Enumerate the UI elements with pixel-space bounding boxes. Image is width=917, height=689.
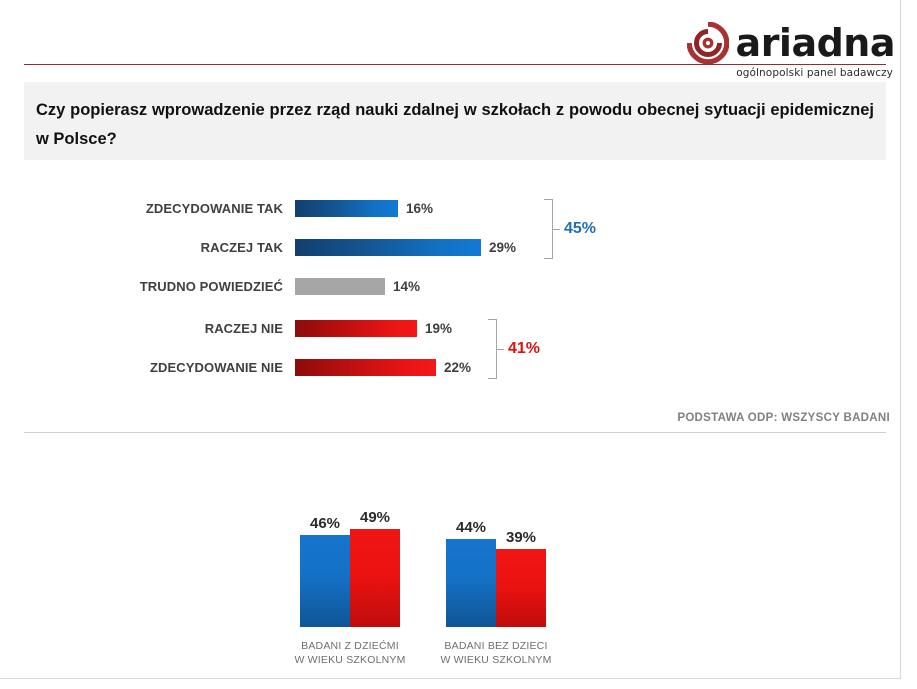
column-caption-without-children: BADANI BEZ DZIECI W WIEKU SZKOLNYM xyxy=(406,639,586,667)
bar-value-raczej-tak: 29% xyxy=(489,240,517,255)
brand-name: ariadna xyxy=(735,21,896,65)
bar-fill xyxy=(295,320,417,337)
bar-fill xyxy=(295,239,481,256)
slide-canvas: ariadna ogólnopolski panel badawczy Czy … xyxy=(0,0,901,679)
total-no-label: 41% xyxy=(508,340,541,357)
brand-logo: ariadna ogólnopolski panel badawczy xyxy=(680,21,896,80)
bar-value-zdecydowanie-nie: 22% xyxy=(444,360,472,375)
table-row: ZDECYDOWANIE NIE 22% xyxy=(0,357,901,378)
bar-raczej-nie xyxy=(295,320,417,337)
column-value-red: 39% xyxy=(505,529,537,546)
bar-label-trudno-powiedziec: TRUDNO POWIEDZIEĆ xyxy=(139,279,283,294)
caption-line-2: W WIEKU SZKOLNYM xyxy=(440,654,552,666)
column-item-blue: 44% xyxy=(446,519,496,627)
column-plot: 46% 49% xyxy=(260,502,440,627)
caption-line-2: W WIEKU SZKOLNYM xyxy=(294,654,406,666)
column-item-blue: 46% xyxy=(300,515,350,627)
column-plot: 44% 39% xyxy=(406,502,586,627)
column-group-without-children: 44% 39% BADANI BEZ DZIECI W WIEKU SZKOLN… xyxy=(406,460,586,675)
column-bar-blue xyxy=(300,535,350,627)
bar-zdecydowanie-nie xyxy=(295,359,436,376)
column-value-blue: 44% xyxy=(455,519,487,536)
bracket-tick xyxy=(497,349,504,350)
bar-label-zdecydowanie-nie: ZDECYDOWANIE NIE xyxy=(149,360,283,375)
column-item-red: 39% xyxy=(496,529,546,627)
bar-trudno-powiedziec xyxy=(295,278,385,295)
bracket-tick xyxy=(553,229,560,230)
bar-fill xyxy=(295,278,385,295)
note-divider xyxy=(24,432,886,433)
table-row: TRUDNO POWIEDZIEĆ 14% xyxy=(0,276,901,297)
base-note: PODSTAWA ODP: WSZYSCY BADANI xyxy=(677,412,890,424)
bar-label-zdecydowanie-tak: ZDECYDOWANIE TAK xyxy=(145,201,283,216)
table-row: ZDECYDOWANIE TAK 16% xyxy=(0,198,901,219)
bar-label-raczej-tak: RACZEJ TAK xyxy=(200,240,283,255)
caption-line-1: BADANI Z DZIEĆMI xyxy=(301,640,399,652)
bar-value-trudno-powiedziec: 14% xyxy=(393,279,421,294)
table-row: RACZEJ NIE 19% xyxy=(0,318,901,339)
segment-column-chart: 46% 49% BADANI Z DZIEĆMI W WIEKU SZKOLNY… xyxy=(0,460,901,675)
column-pair: 46% 49% xyxy=(300,502,400,627)
main-bar-chart: ZDECYDOWANIE TAK 16% RACZEJ TAK 29% TRUD… xyxy=(0,190,901,395)
header-divider xyxy=(24,64,886,65)
bar-fill xyxy=(295,200,398,217)
bracket-shape xyxy=(488,319,497,379)
column-item-red: 49% xyxy=(350,509,400,627)
logo-row: ariadna xyxy=(680,21,896,65)
bracket-shape xyxy=(544,199,553,259)
bar-label-raczej-nie: RACZEJ NIE xyxy=(204,321,283,336)
question-text: Czy popierasz wprowadzenie przez rząd na… xyxy=(36,101,874,148)
bar-zdecydowanie-tak xyxy=(295,200,398,217)
column-bar-blue xyxy=(446,539,496,627)
table-row: RACZEJ TAK 29% xyxy=(0,237,901,258)
bar-value-zdecydowanie-tak: 16% xyxy=(406,201,434,216)
question-banner: Czy popierasz wprowadzenie przez rząd na… xyxy=(24,82,886,160)
column-bar-red xyxy=(350,529,400,627)
column-pair: 44% 39% xyxy=(446,502,546,627)
bar-value-raczej-nie: 19% xyxy=(425,321,453,336)
column-caption-with-children: BADANI Z DZIEĆMI W WIEKU SZKOLNYM xyxy=(260,639,440,667)
caption-line-1: BADANI BEZ DZIECI xyxy=(444,640,548,652)
column-group-with-children: 46% 49% BADANI Z DZIEĆMI W WIEKU SZKOLNY… xyxy=(260,460,440,675)
column-bar-red xyxy=(496,549,546,627)
brand-tagline: ogólnopolski panel badawczy xyxy=(736,67,893,79)
column-value-blue: 46% xyxy=(309,515,341,532)
bar-raczej-tak xyxy=(295,239,481,256)
total-yes-label: 45% xyxy=(564,220,597,237)
ariadna-spiral-icon xyxy=(686,22,729,64)
column-value-red: 49% xyxy=(359,509,391,526)
bar-fill xyxy=(295,359,436,376)
